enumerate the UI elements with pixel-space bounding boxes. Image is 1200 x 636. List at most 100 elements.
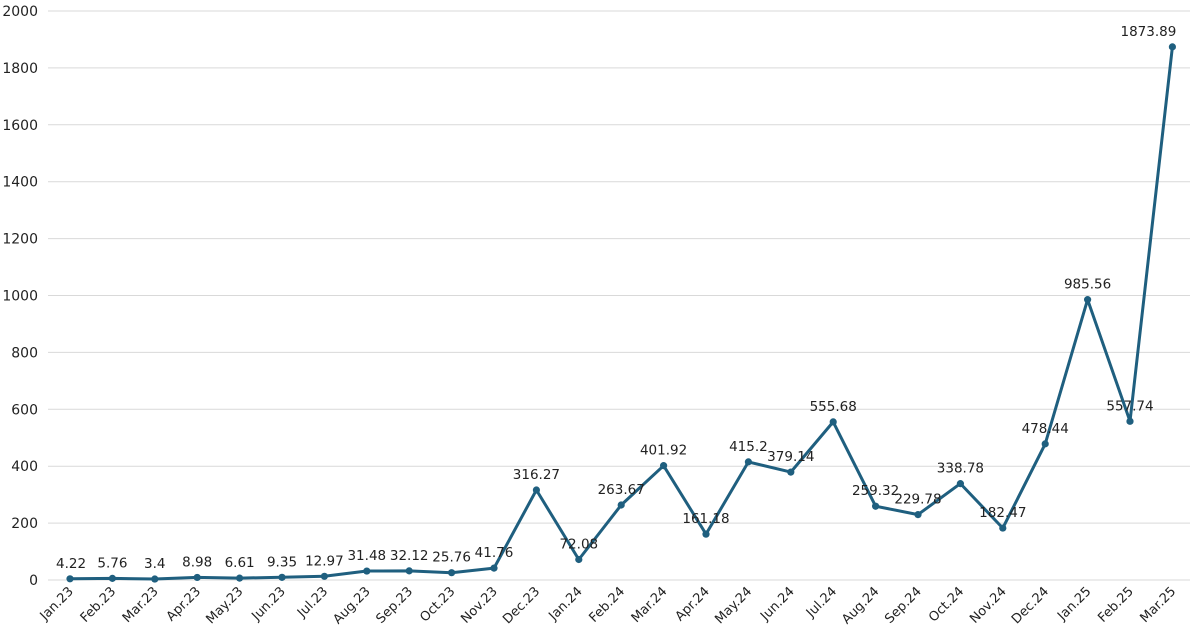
data-point — [66, 575, 74, 583]
x-tick-label: Jun.23 — [249, 584, 289, 624]
x-tick-label: Sep.23 — [373, 584, 416, 627]
data-point — [448, 569, 456, 577]
data-point — [744, 458, 753, 466]
x-tick-label: Jan.24 — [546, 584, 586, 624]
y-tick-label: 200 — [11, 516, 38, 532]
series-line — [68, 45, 1174, 581]
data-point — [1041, 440, 1049, 448]
data-point — [702, 530, 710, 538]
y-tick-label: 600 — [11, 402, 38, 418]
y-tick-label: 1800 — [2, 61, 38, 77]
data-label: 32.12 — [390, 548, 429, 564]
x-tick-label: Nov.23 — [458, 584, 500, 626]
x-tick-label: Apr.23 — [164, 584, 204, 624]
data-point — [1168, 43, 1176, 51]
data-point — [151, 575, 159, 583]
y-tick-label: 1200 — [2, 232, 38, 248]
data-point — [490, 564, 498, 572]
x-tick-label: Dec.23 — [500, 584, 543, 627]
x-tick-label: Jul.23 — [294, 584, 331, 621]
data-label: 25.76 — [432, 550, 471, 566]
data-point — [617, 501, 625, 509]
data-label: 72.08 — [559, 536, 598, 552]
y-tick-label: 0 — [29, 573, 38, 589]
data-label: 557.74 — [1106, 398, 1153, 414]
data-point — [872, 502, 880, 510]
data-label: 182.47 — [979, 505, 1026, 521]
data-label: 8.98 — [182, 554, 212, 570]
data-point — [532, 486, 541, 494]
data-label: 263.67 — [598, 482, 645, 498]
data-point — [787, 468, 795, 476]
data-label: 379.14 — [767, 449, 814, 465]
data-label: 985.56 — [1064, 277, 1111, 293]
data-labels: 4.22 5.76 3.4 8.98 6.61 9.35 12.97 31.48 32.12 25… — [56, 24, 1176, 572]
x-tick-label: May.24 — [712, 584, 755, 627]
x-tick-label: Apr.24 — [673, 584, 713, 624]
data-label: 338.78 — [937, 461, 984, 477]
data-label: 316.27 — [513, 467, 560, 483]
x-axis-ticks: Jan.23 Feb.23 Mar.23 Apr.23 May.23 Jun.23 Jul.… — [37, 584, 1180, 627]
x-tick-label: Jan.25 — [1054, 584, 1094, 624]
data-label: 555.68 — [810, 399, 857, 415]
data-label: 41.76 — [475, 545, 514, 561]
x-tick-label: Feb.25 — [1095, 584, 1137, 626]
x-tick-label: Mar.25 — [1137, 584, 1179, 626]
x-tick-label: Mar.23 — [120, 584, 162, 626]
y-tick-label: 400 — [11, 459, 38, 475]
x-tick-label: Dec.24 — [1009, 584, 1052, 627]
data-label: 161.18 — [682, 511, 729, 527]
data-label: 259.32 — [852, 483, 899, 499]
data-point — [363, 567, 371, 575]
data-label: 401.92 — [640, 443, 687, 459]
data-label: 478.44 — [1022, 421, 1069, 437]
data-point — [108, 574, 116, 582]
data-label: 9.35 — [267, 554, 297, 570]
data-label: 229.78 — [894, 492, 941, 508]
data-label: 12.97 — [305, 553, 344, 569]
data-point — [236, 574, 244, 582]
y-tick-label: 1600 — [2, 118, 38, 134]
x-tick-label: Mar.24 — [629, 584, 671, 626]
x-tick-label: Feb.24 — [587, 584, 629, 626]
data-point — [660, 462, 668, 470]
x-tick-label: May.23 — [204, 584, 247, 627]
x-tick-label: Nov.24 — [967, 584, 1009, 626]
x-tick-label: Aug.24 — [839, 584, 882, 627]
data-point — [405, 567, 413, 575]
data-label: 4.22 — [56, 556, 86, 572]
data-label: 5.76 — [97, 555, 127, 571]
x-tick-label: Jan.23 — [37, 584, 77, 624]
x-tick-label: Oct.23 — [417, 584, 458, 625]
data-label: 31.48 — [347, 548, 386, 564]
x-tick-label: Feb.23 — [78, 584, 120, 626]
series-line-group — [68, 45, 1174, 581]
data-point — [1126, 417, 1134, 425]
data-label: 1873.89 — [1120, 24, 1176, 40]
data-point — [999, 524, 1007, 532]
y-tick-label: 1400 — [2, 175, 38, 191]
data-point — [575, 555, 583, 564]
y-tick-label: 2000 — [2, 4, 38, 20]
data-point — [829, 418, 837, 426]
data-point — [320, 572, 328, 580]
x-tick-label: Oct.24 — [926, 584, 967, 625]
y-tick-label: 800 — [11, 345, 38, 361]
data-point — [956, 480, 965, 488]
x-tick-label: Aug.23 — [330, 584, 373, 627]
data-point — [278, 573, 286, 581]
data-label: 6.61 — [225, 555, 255, 571]
y-axis-ticks: 0 200 400 600 800 1000 1200 1400 1600 1800 2000 — [2, 4, 38, 589]
x-tick-label: Jul.24 — [803, 584, 840, 621]
data-point — [914, 511, 922, 519]
gridlines — [48, 10, 1190, 581]
data-point — [1084, 296, 1092, 304]
data-label: 3.4 — [144, 556, 165, 572]
data-points — [66, 43, 1176, 583]
data-label: 415.2 — [729, 439, 768, 455]
data-point — [193, 573, 201, 582]
x-tick-label: Jun.24 — [757, 584, 797, 624]
y-tick-label: 1000 — [2, 289, 38, 305]
x-tick-label: Sep.24 — [882, 584, 925, 627]
